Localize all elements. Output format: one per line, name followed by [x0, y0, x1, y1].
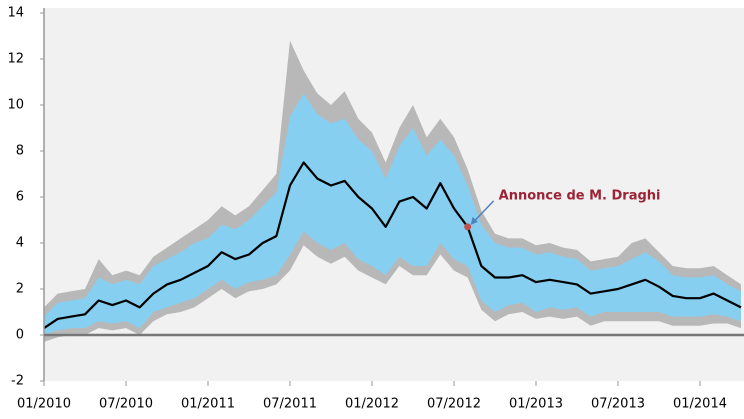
x-tick-label: 01/2010	[17, 397, 71, 412]
x-tick-label: 07/2013	[591, 397, 645, 412]
y-tick-label: 14	[7, 6, 24, 21]
x-tick-label: 07/2011	[263, 397, 317, 412]
x-tick-label: 01/2011	[181, 397, 235, 412]
y-tick-label: 6	[16, 190, 24, 205]
y-tick-label: 10	[7, 98, 24, 113]
x-tick-label: 07/2010	[99, 397, 153, 412]
y-tick-label: 0	[16, 328, 24, 343]
y-tick-label: 8	[16, 144, 24, 159]
y-tick-label: 4	[16, 236, 24, 251]
x-tick-label: 01/2013	[509, 397, 563, 412]
annotation: Annonce de M. Draghi	[499, 188, 661, 203]
x-tick-label: 01/2012	[345, 397, 399, 412]
annotation-point	[464, 223, 472, 231]
x-tick-label: 07/2012	[427, 397, 481, 412]
line	[43, 161, 742, 330]
y-tick-label: 12	[7, 52, 24, 67]
x-tick-label: 01/2014	[673, 397, 727, 412]
y-tick-label: 2	[16, 282, 24, 297]
annotation-arrowhead	[470, 216, 478, 225]
y-tick-label: -2	[11, 374, 24, 389]
